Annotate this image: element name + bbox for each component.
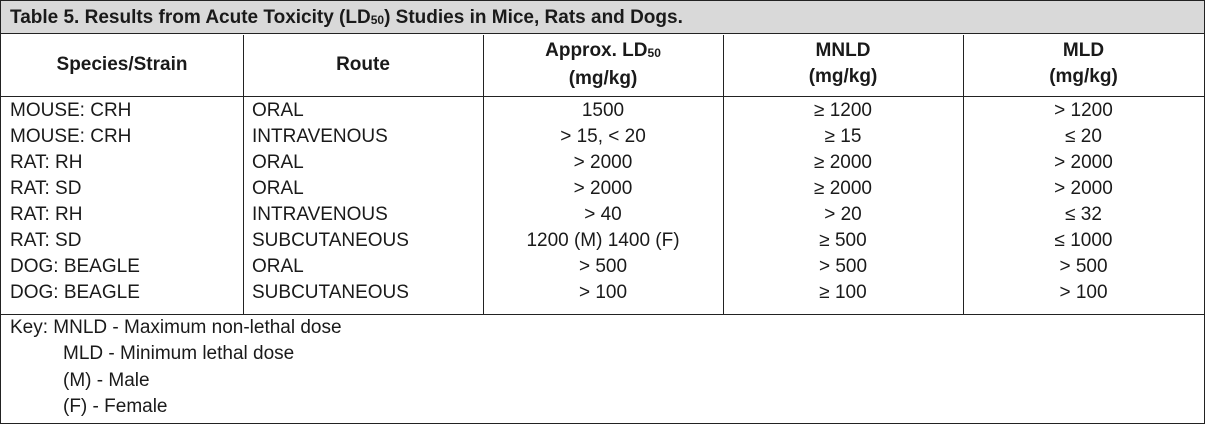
- table-cell: > 20: [824, 204, 862, 225]
- header-line: MLD: [963, 38, 1204, 64]
- table-cell: > 2000: [573, 178, 633, 199]
- table-cell: ≥ 100: [819, 282, 867, 303]
- table-cell: > 2000: [1054, 152, 1113, 173]
- title-text: Table 5. Results from Acute Toxicity (LD: [10, 7, 371, 28]
- table-cell: > 2000: [1054, 178, 1113, 199]
- table-cell: > 1200: [1054, 100, 1113, 121]
- header-text: Species/Strain: [56, 54, 188, 75]
- table-cell: RAT: SD: [10, 230, 82, 251]
- table-cell: INTRAVENOUS: [252, 204, 388, 225]
- table-cell: DOG: BEAGLE: [10, 282, 140, 303]
- table-cell: SUBCUTANEOUS: [252, 230, 409, 251]
- column-rule: [963, 35, 964, 314]
- key-line: (F) - Female: [63, 395, 168, 417]
- column-rule: [483, 35, 484, 314]
- table-cell: > 500: [578, 256, 628, 277]
- header-text: MNLD: [815, 40, 871, 61]
- column-rule: [243, 35, 244, 314]
- header-text: Route: [336, 54, 390, 75]
- key-line: MLD - Minimum lethal dose: [63, 343, 295, 365]
- column-header: Species/Strain: [1, 52, 243, 78]
- table-title: Table 5. Results from Acute Toxicity (LD…: [1, 1, 1204, 34]
- header-text: Approx. LD: [545, 40, 648, 61]
- table-cell: DOG: BEAGLE: [10, 256, 140, 277]
- table-cell: ≥ 1200: [814, 100, 872, 121]
- title-text: ) Studies in Mice, Rats and Dogs.: [384, 7, 683, 28]
- title-subscript: 50: [370, 13, 385, 27]
- column-rule: [723, 35, 724, 314]
- header-rule: [1, 96, 1204, 97]
- table-cell: MOUSE: CRH: [10, 126, 132, 147]
- header-text: MLD: [1062, 40, 1105, 61]
- key-line: (M) - Male: [63, 369, 150, 391]
- table-cell: > 2000: [573, 152, 633, 173]
- column-header: Approx. LD50 (mg/kg): [483, 38, 723, 92]
- header-unit: (mg/kg): [808, 66, 878, 87]
- table-cell: ORAL: [252, 178, 304, 199]
- header-unit: (mg/kg): [568, 68, 638, 89]
- table-cell: > 100: [1059, 282, 1108, 303]
- header-line: MNLD: [723, 38, 963, 64]
- table-cell: ≤ 1000: [1054, 230, 1113, 251]
- header-line: Route: [243, 52, 483, 78]
- body-rule: [1, 314, 1204, 315]
- table-cell: 1500: [581, 100, 625, 121]
- table-cell: > 500: [1059, 256, 1108, 277]
- table-cell: 1200 (M) 1400 (F): [526, 230, 680, 251]
- column-header: MLD (mg/kg): [963, 38, 1204, 90]
- table-cell: ORAL: [252, 100, 304, 121]
- table-cell: SUBCUTANEOUS: [252, 282, 409, 303]
- table-cell: RAT: SD: [10, 178, 82, 199]
- table-cell: ≥ 2000: [814, 178, 872, 199]
- header-line: Species/Strain: [1, 52, 243, 78]
- table-cell: > 100: [578, 282, 628, 303]
- table-cell: > 15, < 20: [560, 126, 646, 147]
- table-cell: RAT: RH: [10, 152, 83, 173]
- table-cell: ORAL: [252, 152, 304, 173]
- table-cell: > 500: [818, 256, 868, 277]
- table-cell: ≥ 2000: [814, 152, 872, 173]
- column-header: Route: [243, 52, 483, 78]
- header-subscript: 50: [647, 46, 661, 60]
- table-cell: MOUSE: CRH: [10, 100, 132, 121]
- table-cell: ≥ 500: [819, 230, 867, 251]
- table-cell: ≤ 32: [1065, 204, 1102, 225]
- header-line: Approx. LD50: [483, 38, 723, 66]
- table-cell: ORAL: [252, 256, 304, 277]
- column-header: MNLD (mg/kg): [723, 38, 963, 90]
- header-unit: (mg/kg): [1049, 66, 1118, 87]
- table-cell: > 40: [584, 204, 622, 225]
- table-cell: INTRAVENOUS: [252, 126, 388, 147]
- table-cell: RAT: RH: [10, 204, 83, 225]
- table-cell: ≥ 15: [824, 126, 862, 147]
- table-cell: ≤ 20: [1065, 126, 1102, 147]
- key-line: Key: MNLD - Maximum non-lethal dose: [10, 317, 342, 338]
